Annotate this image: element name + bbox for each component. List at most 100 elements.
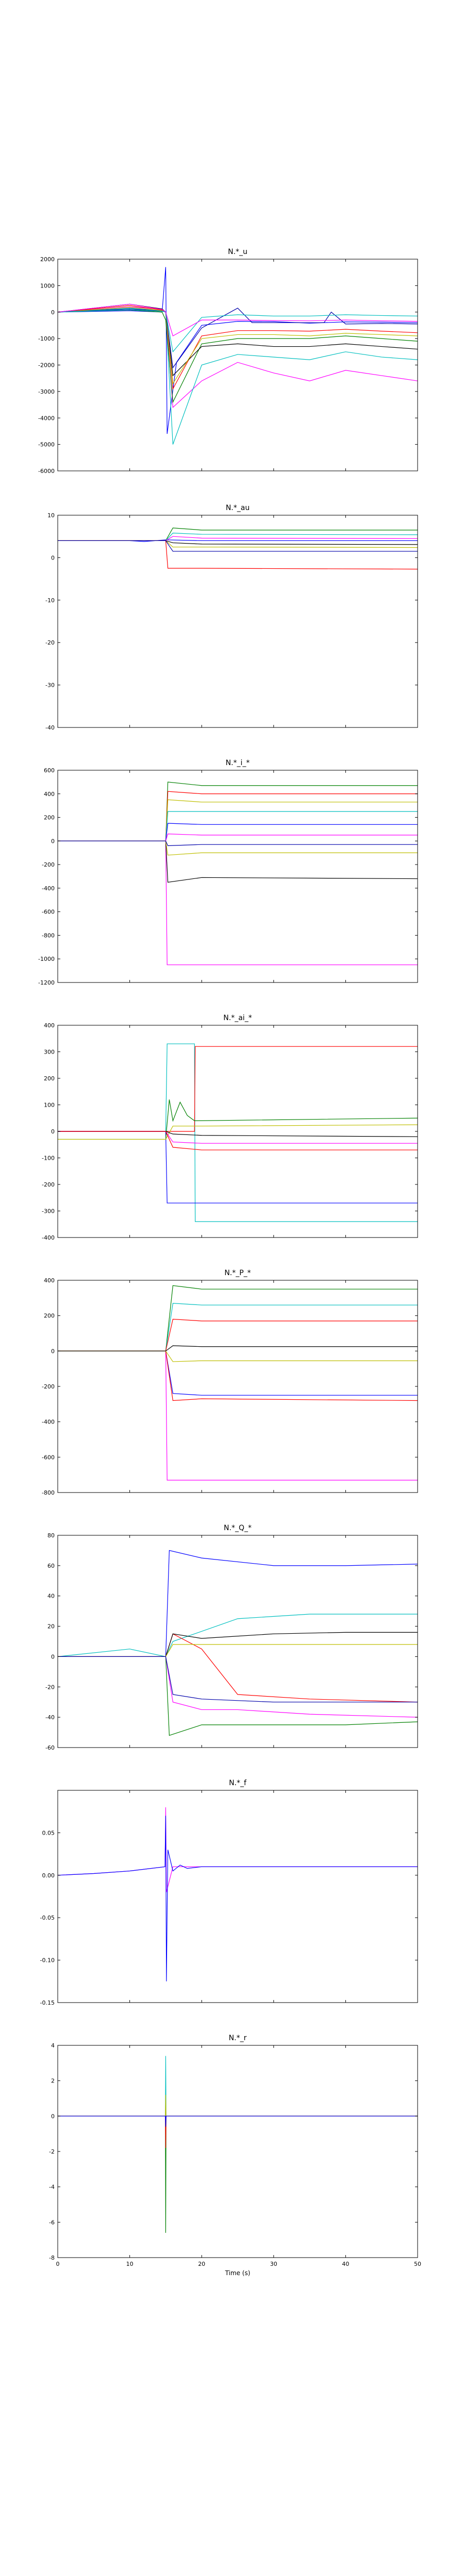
y-tick-label: 0: [51, 1348, 55, 1354]
y-tick-label: 400: [44, 1277, 55, 1284]
series-line-4: [58, 1350, 418, 1396]
plot-frame: [57, 770, 418, 983]
series-line-2: [58, 532, 418, 541]
chart-panel-1: N.*_au -40 -30 -20 -10 0 10: [45, 504, 418, 731]
series-line-2: [58, 1131, 418, 1204]
x-tick-label: 30: [270, 2261, 277, 2267]
y-tick-label: -60: [45, 1744, 55, 1751]
y-tick-label: -6000: [38, 468, 55, 474]
series-line-4: [57, 305, 418, 390]
chart-panel-5: N.*_Q_* -60 -40 -20 0 20 40 60 80: [45, 1524, 418, 1751]
y-tick-label: -300: [42, 1208, 55, 1215]
chart-panel-3: N.*_ai_* -400 -300 -200 -100 0 100 200 300 400: [42, 1014, 418, 1241]
series-line-4: [58, 2115, 418, 2127]
y-tick-label: -1000: [38, 956, 55, 962]
y-tick-label: -40: [45, 724, 55, 731]
series-line-6: [58, 1131, 418, 1137]
series-line-6: [58, 823, 418, 841]
series-line-0: [58, 1350, 418, 1481]
y-tick-label: 400: [44, 1022, 55, 1029]
y-tick-label: 300: [44, 1049, 55, 1056]
chart-title: N.*_au: [226, 504, 250, 512]
chart-title: N.*_u: [228, 248, 247, 256]
series-line-5: [58, 811, 418, 841]
y-tick-label: 1000: [40, 282, 55, 289]
series-line-3: [58, 1099, 418, 1140]
y-tick-label: -40: [45, 1714, 55, 1721]
y-tick-label: -20: [45, 1684, 55, 1690]
plot-frame: [57, 515, 418, 728]
y-tick-label: -200: [42, 1181, 55, 1188]
y-tick-label: -30: [45, 682, 55, 689]
y-tick-label: -0.05: [40, 1914, 55, 1921]
y-tick-label: 0.00: [42, 1872, 55, 1879]
series-line-0: [58, 840, 418, 965]
y-tick-label: -20: [45, 639, 55, 646]
plot-frame: [57, 259, 418, 471]
y-tick-label: 200: [44, 815, 55, 821]
chart-title: N.*_Q_*: [224, 1524, 252, 1532]
chart-panel-4: N.*_P_* -800 -600 -400 -200 0 200 400: [42, 1269, 418, 1496]
series-line-8: [57, 309, 418, 353]
series-line-7: [58, 1345, 418, 1351]
y-tick-label: 400: [44, 791, 55, 798]
series-line-6: [58, 1644, 418, 1657]
series-line-0: [58, 2056, 418, 2116]
y-tick-label: 80: [47, 1532, 55, 1539]
y-tick-label: 0: [51, 1128, 55, 1135]
series-line-6: [57, 307, 418, 385]
x-tick-label: 50: [414, 2261, 421, 2267]
chart-panel-2: N.*_i_* -1200 -1000 -800 -600 -400 -200 0 200 400…: [38, 759, 418, 986]
series-line-2: [58, 1302, 418, 1351]
y-tick-label: 0: [51, 1653, 55, 1660]
y-tick-label: 0.05: [42, 1829, 55, 1836]
y-tick-label: -3000: [38, 388, 55, 395]
plot-frame: [57, 1280, 418, 1493]
series-line-7: [58, 833, 418, 841]
chart-panel-7: N.*_r 0 10 20 30 40 50 -8 -6 -4 -2 0 2 4 Time (s): [49, 2034, 421, 2277]
y-tick-label: -4: [49, 2184, 55, 2191]
y-tick-label: 200: [44, 1075, 55, 1082]
chart-title: N.*_r: [229, 2034, 247, 2042]
y-tick-label: 60: [47, 1563, 55, 1569]
series-line-9: [58, 840, 418, 846]
series-line-7: [58, 1131, 418, 1150]
y-tick-label: -10: [45, 597, 55, 604]
series-line-4: [58, 540, 418, 545]
y-tick-label: 200: [44, 1313, 55, 1319]
x-tick-label: 10: [126, 2261, 134, 2267]
series-line-3: [58, 2095, 418, 2116]
y-tick-label: 0: [51, 2113, 55, 2120]
series-line-1: [57, 1816, 418, 1981]
series-line-8: [58, 840, 418, 856]
series-line-0: [57, 1807, 418, 1892]
y-tick-label: 2: [51, 2078, 55, 2084]
series-line-1: [58, 1656, 418, 1736]
y-tick-label: -600: [42, 909, 55, 916]
series-line-0: [58, 1550, 418, 1657]
y-tick-label: -400: [42, 1234, 55, 1241]
y-tick-label: -200: [42, 1383, 55, 1390]
series-line-3: [58, 1633, 418, 1703]
series-line-2: [57, 308, 418, 445]
y-tick-label: 2000: [40, 256, 55, 263]
x-tick-label: 40: [342, 2261, 349, 2267]
chart-title: N.*_f: [229, 1779, 247, 1787]
y-tick-label: -0.10: [40, 1957, 55, 1964]
series-line-5: [58, 1350, 418, 1401]
series-line-0: [58, 1043, 418, 1222]
series-line-0: [57, 267, 418, 434]
y-tick-label: 0: [51, 554, 55, 561]
y-tick-label: -800: [42, 1489, 55, 1496]
series-line-1: [58, 840, 418, 883]
y-tick-label: 0: [51, 838, 55, 844]
y-tick-label: -4000: [38, 415, 55, 421]
y-tick-label: 100: [44, 1102, 55, 1109]
y-tick-label: 40: [47, 1593, 55, 1600]
x-tick-label: 20: [198, 2261, 205, 2267]
series-line-5: [58, 1131, 418, 1144]
series-line-5: [57, 303, 418, 377]
y-tick-label: -1200: [38, 979, 55, 986]
